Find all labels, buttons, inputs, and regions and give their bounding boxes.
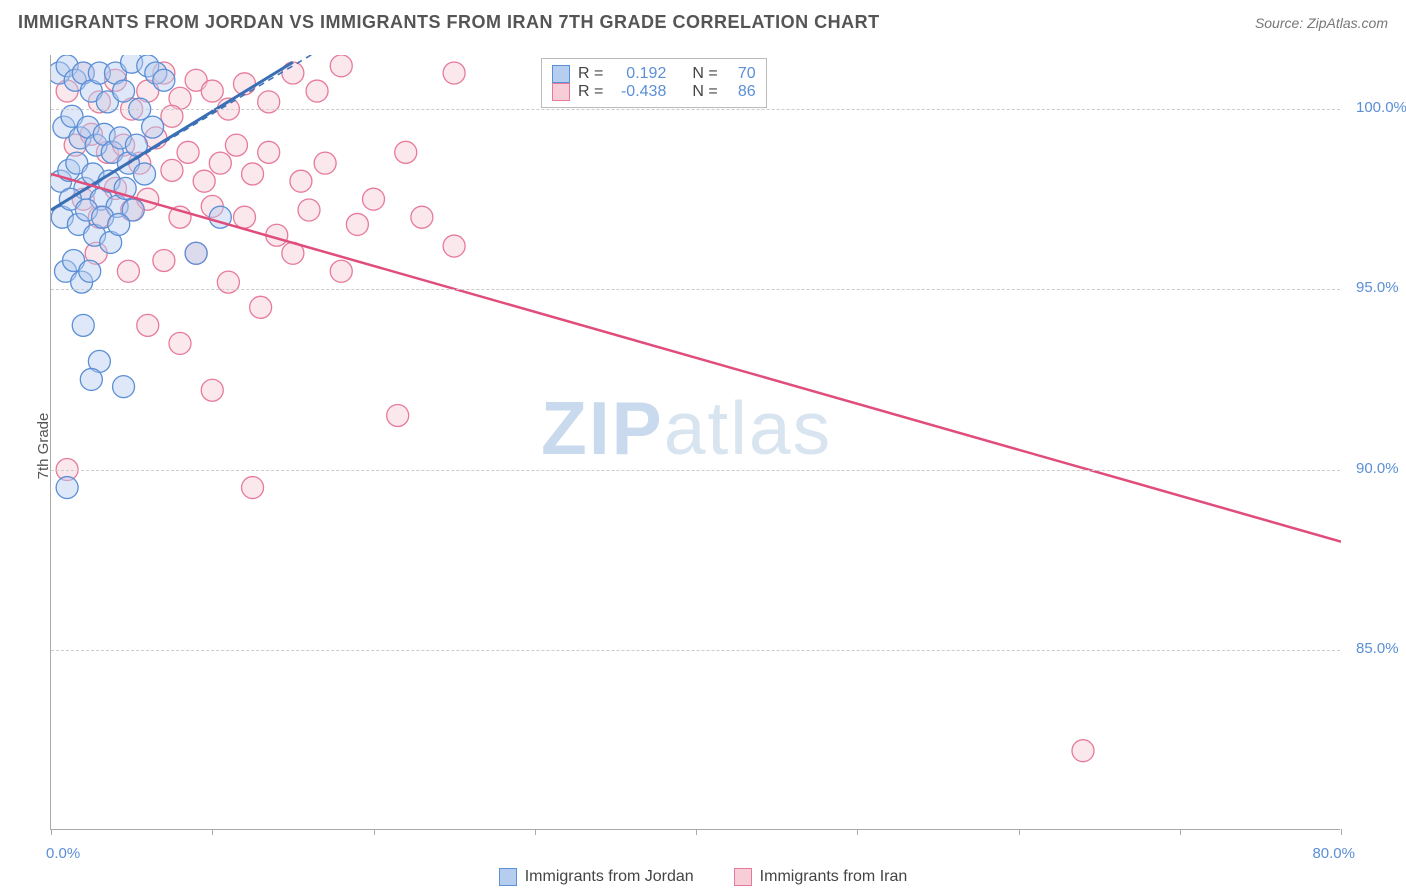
legend-label-jordan: Immigrants from Jordan [525, 868, 694, 886]
legend-swatch-iran [734, 868, 752, 886]
y-tick-label: 85.0% [1356, 640, 1399, 657]
swatch-jordan [552, 65, 570, 83]
n-value-jordan: 70 [726, 65, 756, 83]
n-value-iran: 86 [726, 83, 756, 101]
n-label-jordan: N = [692, 65, 717, 83]
r-label-iran: R = [578, 83, 603, 101]
y-tick-label: 90.0% [1356, 460, 1399, 477]
y-tick-label: 95.0% [1356, 279, 1399, 296]
stats-row-iran: R = -0.438 N = 86 [552, 83, 756, 101]
r-label-jordan: R = [578, 65, 603, 83]
r-value-jordan: 0.192 [611, 65, 666, 83]
x-min-label: 0.0% [46, 845, 80, 862]
legend-label-iran: Immigrants from Iran [760, 868, 908, 886]
stats-legend-box: R = 0.192 N = 70 R = -0.438 N = 86 [541, 58, 767, 108]
scatter-plot-svg [51, 55, 1341, 830]
bottom-legend: Immigrants from Jordan Immigrants from I… [0, 868, 1406, 886]
y-tick-label: 100.0% [1356, 99, 1406, 116]
chart-plot-area: ZIPatlas R = 0.192 N = 70 R = -0.438 N =… [50, 55, 1340, 830]
swatch-iran [552, 83, 570, 101]
legend-swatch-jordan [499, 868, 517, 886]
stats-row-jordan: R = 0.192 N = 70 [552, 65, 756, 83]
n-label-iran: N = [692, 83, 717, 101]
legend-item-iran: Immigrants from Iran [734, 868, 908, 886]
r-value-iran: -0.438 [611, 83, 666, 101]
x-max-label: 80.0% [1312, 845, 1355, 862]
source-attribution: Source: ZipAtlas.com [1255, 15, 1388, 31]
chart-title: IMMIGRANTS FROM JORDAN VS IMMIGRANTS FRO… [18, 12, 880, 33]
legend-item-jordan: Immigrants from Jordan [499, 868, 694, 886]
chart-header: IMMIGRANTS FROM JORDAN VS IMMIGRANTS FRO… [18, 12, 1388, 33]
